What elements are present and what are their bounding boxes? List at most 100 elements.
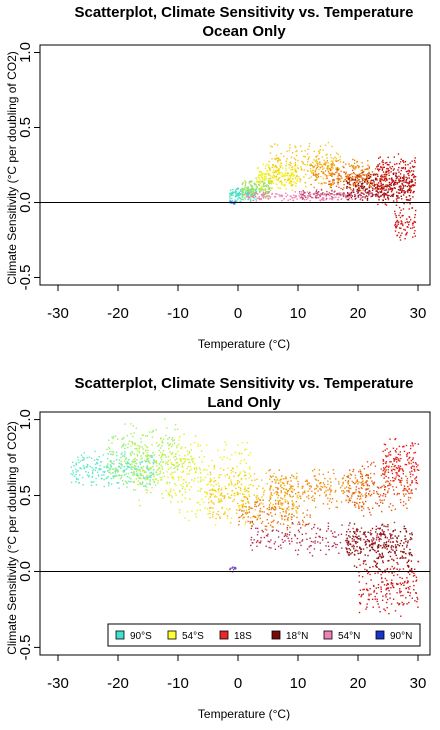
land-point	[230, 517, 233, 519]
land-point	[414, 451, 417, 454]
ocean-point	[361, 170, 364, 172]
land-point	[291, 522, 294, 524]
land-point	[228, 483, 230, 485]
land-point	[188, 482, 190, 484]
land-point	[353, 523, 356, 525]
land-point	[277, 545, 280, 548]
land-point	[342, 483, 344, 485]
ocean-point	[300, 166, 302, 168]
ocean-point	[377, 196, 380, 198]
ocean-point	[235, 191, 237, 193]
ocean-point	[251, 180, 253, 183]
land-point	[108, 481, 110, 484]
land-point	[141, 457, 143, 459]
ocean-point	[295, 168, 297, 171]
land-point	[383, 473, 385, 475]
land-point	[152, 472, 154, 474]
land-point	[166, 483, 168, 485]
land-point	[111, 436, 113, 438]
ocean-point	[280, 182, 283, 185]
land-point	[140, 467, 142, 469]
land-point	[348, 554, 350, 556]
ocean-point	[406, 190, 408, 192]
ocean-point	[368, 174, 370, 177]
ocean-point	[279, 187, 282, 189]
land-point	[368, 593, 370, 595]
ocean-point	[271, 146, 273, 148]
land-point	[170, 488, 172, 490]
ocean-point	[266, 195, 269, 197]
land-point	[245, 448, 247, 450]
ocean-point	[245, 192, 248, 195]
land-point	[239, 489, 242, 492]
land-point	[355, 491, 357, 493]
ocean-point	[232, 194, 234, 196]
land-point	[364, 568, 366, 571]
land-point	[315, 487, 317, 490]
land-point	[144, 479, 147, 481]
ocean-point	[383, 185, 385, 188]
land-point	[292, 505, 294, 507]
land-point	[103, 474, 105, 476]
land-point	[387, 455, 389, 457]
land-point	[346, 541, 348, 544]
land-point	[127, 472, 130, 475]
land-point	[393, 574, 395, 577]
land-point	[137, 465, 139, 468]
land-point	[387, 490, 389, 492]
land-point	[251, 507, 253, 510]
land-point	[311, 528, 313, 530]
land-point	[72, 472, 74, 474]
land-point	[412, 458, 414, 461]
land-point	[227, 467, 229, 469]
land-point	[382, 469, 384, 472]
ocean-point	[352, 188, 355, 190]
land-point	[392, 568, 395, 570]
ocean-point	[381, 178, 383, 181]
land-point	[317, 527, 319, 529]
ocean-point	[404, 238, 406, 240]
ocean-point	[375, 178, 377, 180]
ocean-point	[382, 166, 384, 169]
land-point	[160, 459, 163, 461]
land-point	[272, 504, 274, 506]
land-point	[395, 554, 397, 556]
ocean-point	[398, 171, 400, 173]
ocean-point	[404, 164, 407, 166]
land-point	[325, 495, 327, 497]
ocean-point	[335, 185, 338, 187]
ocean-point	[358, 187, 360, 189]
land-point	[124, 444, 127, 446]
ocean-point	[288, 167, 291, 169]
ocean-point	[260, 198, 263, 200]
land-point	[223, 497, 225, 500]
ocean-point	[369, 190, 371, 192]
ocean-point	[294, 196, 296, 199]
land-point	[257, 497, 259, 499]
land-point	[329, 488, 331, 491]
land-point	[404, 528, 407, 530]
ocean-point	[390, 178, 393, 180]
ocean-point	[356, 190, 359, 192]
land-point	[302, 519, 304, 522]
land-point	[378, 553, 381, 555]
land-point	[166, 471, 168, 473]
land-point	[139, 504, 141, 507]
ocean-point	[315, 189, 318, 191]
ocean-point	[384, 203, 386, 205]
land-point	[280, 514, 283, 517]
land-point	[83, 452, 85, 454]
land-point	[275, 491, 277, 493]
land-point	[334, 536, 336, 538]
land-point	[149, 462, 151, 464]
land-point	[226, 457, 229, 459]
ocean-point	[405, 176, 407, 179]
ocean-point	[325, 161, 328, 164]
legend-label: 54°S	[182, 631, 204, 642]
land-point	[373, 490, 375, 492]
land-point	[199, 509, 201, 511]
land-point	[265, 525, 268, 528]
land-point	[120, 456, 122, 459]
land-point	[82, 484, 84, 486]
land-point	[403, 489, 405, 491]
